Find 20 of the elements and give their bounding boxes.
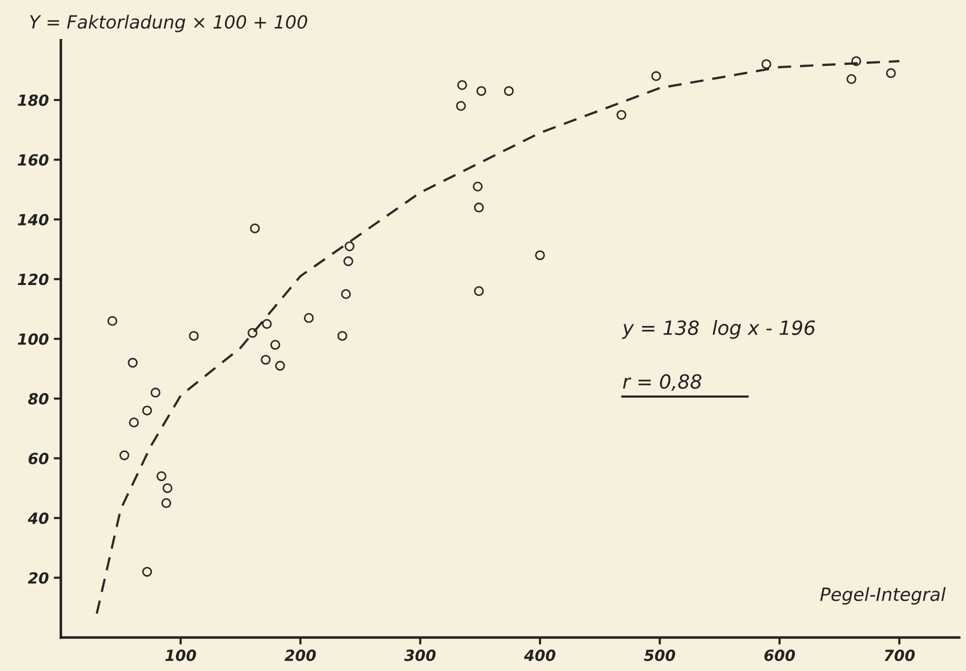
x-axis-title: Pegel-Integral [820,587,946,605]
annotation: r = 0,88 [623,374,702,391]
x-tick-label: 500 [644,650,676,662]
y-tick-label: 160 [18,154,49,166]
y-tick-label: 140 [18,214,49,226]
x-tick-label: 200 [284,650,316,662]
y-tick-label: 40 [28,512,49,524]
x-tick-label: 300 [404,650,436,662]
x-tick-label: 700 [884,650,915,662]
y-tick-label: 120 [18,274,49,286]
x-tick-label: 600 [764,650,795,662]
y-tick-label: 20 [28,572,49,584]
x-tick-label: 100 [165,650,196,662]
y-tick-label: 180 [18,94,49,106]
y-tick-label: 100 [18,333,49,345]
y-tick-label: 60 [28,452,49,464]
y-axis-title: Y = Faktorladung × 100 + 100 [30,14,308,32]
y-tick-label: 80 [28,393,49,405]
annotation: y = 138 log x - 196 [622,320,815,339]
x-tick-label: 400 [524,650,556,662]
